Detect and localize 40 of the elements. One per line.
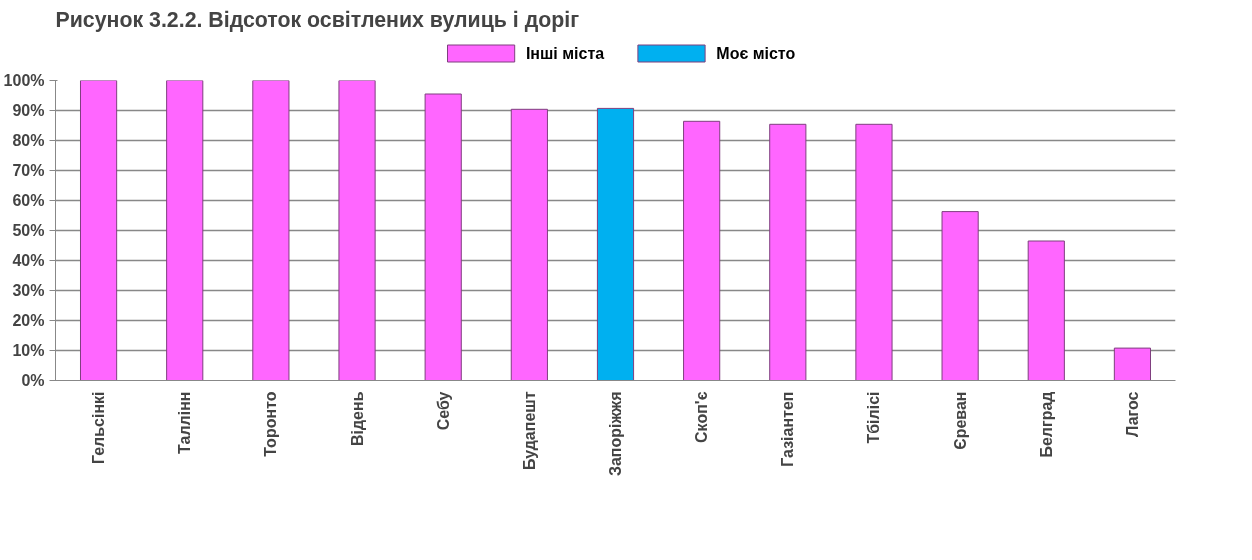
y-tick-label: 70% bbox=[12, 162, 45, 179]
y-tick-label: 50% bbox=[12, 222, 45, 239]
x-tick-label: Лагос bbox=[1123, 391, 1141, 437]
legend-label: Інші міста bbox=[525, 45, 605, 62]
x-tick-label: Белград bbox=[1037, 391, 1055, 458]
x-tick-label: Таллінн bbox=[176, 391, 194, 454]
x-tick-label: Відень bbox=[348, 391, 366, 447]
x-tick-label: Скоп'є bbox=[693, 391, 711, 443]
x-tick-label: Тбілісі bbox=[865, 391, 883, 444]
chart-title: Рисунок 3.2.2. Відсоток освітлених вулиць і доріг bbox=[55, 7, 580, 32]
bar bbox=[79, 80, 118, 381]
bar bbox=[683, 120, 721, 381]
legend-label: Моє місто bbox=[716, 45, 796, 62]
x-tick-label: Торонто bbox=[262, 391, 280, 457]
y-tick-label: 100% bbox=[3, 72, 45, 89]
bar bbox=[338, 80, 376, 381]
x-tick-label: Себу bbox=[434, 391, 452, 431]
x-tick-label: Будапешт bbox=[520, 391, 538, 471]
y-tick-label: 40% bbox=[12, 252, 45, 269]
bar bbox=[424, 93, 462, 381]
bar bbox=[510, 108, 548, 381]
y-tick-label: 60% bbox=[12, 192, 45, 209]
bar bbox=[769, 123, 807, 381]
x-tick-label: Єреван bbox=[951, 391, 969, 450]
y-tick-label: 10% bbox=[12, 342, 45, 359]
bar bbox=[252, 80, 290, 381]
bar bbox=[166, 80, 204, 381]
x-tick-label: Газіантеп bbox=[779, 391, 797, 467]
x-tick-label: Гельсінкі bbox=[90, 391, 108, 465]
y-tick-label: 0% bbox=[21, 372, 45, 389]
y-tick-label: 90% bbox=[12, 102, 45, 119]
y-tick-label: 30% bbox=[12, 282, 45, 299]
bar bbox=[941, 211, 979, 381]
y-tick-label: 80% bbox=[12, 132, 45, 149]
y-tick-label: 20% bbox=[12, 312, 45, 329]
bar bbox=[1113, 347, 1152, 381]
bar bbox=[596, 107, 635, 381]
bar bbox=[1027, 240, 1065, 381]
bar bbox=[855, 123, 893, 381]
x-tick-label: Запоріжжя bbox=[607, 391, 624, 477]
